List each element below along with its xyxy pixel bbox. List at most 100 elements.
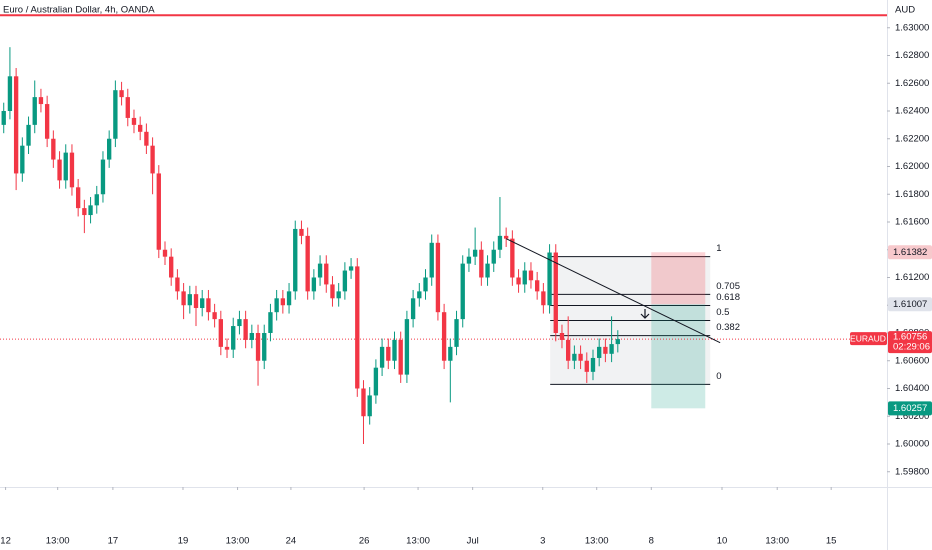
candle-body xyxy=(88,205,93,216)
candle-body xyxy=(466,256,472,264)
candle-body xyxy=(379,346,385,368)
candle-body xyxy=(522,270,527,285)
candle-body xyxy=(231,326,236,350)
plot: 12 13:00 17 19 13:00 24 26 13:00 Jul 3 13:00 8 10 13:… xyxy=(0,14,932,547)
candle-body xyxy=(38,97,44,105)
x-tick-label: 13:00 xyxy=(46,536,70,547)
stop-zone xyxy=(651,252,706,305)
candle-body xyxy=(169,256,174,278)
candle-body xyxy=(181,291,186,306)
candle-body xyxy=(510,238,515,278)
fib-label: 0.382 xyxy=(716,322,740,333)
candle-body xyxy=(597,346,602,358)
target-zone xyxy=(651,304,706,409)
candle-body xyxy=(410,298,416,320)
candle-body xyxy=(355,266,360,389)
entry-tag xyxy=(888,297,932,312)
y-tick-label: 1.62000 xyxy=(895,161,929,172)
candle-body xyxy=(572,353,577,361)
trend-line xyxy=(505,238,721,344)
x-tick-label: 8 xyxy=(649,536,654,547)
candle-body xyxy=(212,312,217,320)
countdown-label: 02:29:06 xyxy=(893,342,930,353)
candle-body xyxy=(299,228,304,236)
y-tick-label: 1.62800 xyxy=(895,50,929,61)
down-arrow xyxy=(640,309,650,319)
candle-body xyxy=(262,332,267,361)
fib-label: 1 xyxy=(716,243,721,254)
candle-body xyxy=(106,138,112,160)
candle-body xyxy=(615,339,620,345)
stop-tag xyxy=(888,245,932,260)
candle-body xyxy=(516,277,521,285)
candle-body xyxy=(20,145,25,174)
y-tick-label: 1.59800 xyxy=(895,466,929,477)
candle-body xyxy=(417,291,422,299)
y-tick-label: 1.62200 xyxy=(895,133,929,144)
candle-body xyxy=(584,360,589,372)
candle-body xyxy=(150,145,155,174)
y-tick-label: 1.63000 xyxy=(895,22,929,33)
candle-body xyxy=(454,319,459,347)
candle-body xyxy=(324,263,329,285)
last-price-tag xyxy=(888,331,932,354)
candle-body xyxy=(460,263,465,320)
candle-body xyxy=(125,97,130,118)
candle-body xyxy=(26,124,31,146)
candle-body xyxy=(448,346,453,361)
candle-body xyxy=(51,138,56,160)
candle-body xyxy=(603,346,608,354)
candle-body xyxy=(7,76,13,111)
candle-body xyxy=(590,357,596,372)
candle-body xyxy=(311,277,317,292)
candle-body xyxy=(69,152,75,188)
x-tick-label: 26 xyxy=(359,536,370,547)
y-tick-label: 1.61200 xyxy=(895,272,929,283)
candle-body xyxy=(485,263,490,278)
candle-body xyxy=(218,319,223,347)
candle-body xyxy=(503,235,509,239)
last-price-label: 1.60756 xyxy=(893,332,927,343)
candle-body xyxy=(361,388,366,417)
candle-body xyxy=(175,277,180,292)
symbol-label: EURAUD xyxy=(850,333,886,343)
y-tick-label: 1.60200 xyxy=(895,411,929,422)
candle-body xyxy=(224,346,230,350)
candle-body xyxy=(317,263,323,278)
x-tick-label: 19 xyxy=(178,536,189,547)
candle-body xyxy=(162,249,168,257)
candle-body xyxy=(131,117,137,125)
candle-body xyxy=(200,298,205,309)
symbol-tag xyxy=(850,332,887,346)
candle-body xyxy=(348,266,354,271)
candle-body xyxy=(144,131,149,146)
entry-tag-label: 1.61007 xyxy=(893,299,927,310)
candle-body xyxy=(293,228,298,292)
candle-body xyxy=(63,152,68,181)
y-tick-label: 1.60600 xyxy=(895,355,929,366)
x-tick-label: 13:00 xyxy=(585,536,609,547)
x-tick-label: 13:00 xyxy=(765,536,789,547)
y-tick-label: 1.62400 xyxy=(895,106,929,117)
y-tick-label: 1.61600 xyxy=(895,217,929,228)
candle-body xyxy=(206,298,211,313)
candle-body xyxy=(342,270,348,292)
candle-body xyxy=(286,291,292,306)
x-tick-label: 13:00 xyxy=(226,536,250,547)
candle-body xyxy=(423,277,428,292)
candle-body xyxy=(44,104,50,139)
candle-body xyxy=(534,280,540,292)
fib-label: 0 xyxy=(716,371,721,382)
candle-body xyxy=(94,194,99,206)
candle-body xyxy=(479,249,484,278)
candle-body xyxy=(553,252,558,333)
candle-body xyxy=(13,76,19,174)
candle-body xyxy=(559,332,565,340)
candle-body xyxy=(578,353,583,361)
candle-body xyxy=(268,312,273,333)
currency: AUD xyxy=(895,5,915,16)
candle-body xyxy=(113,90,118,139)
y-tick-label: 1.61800 xyxy=(895,189,929,200)
